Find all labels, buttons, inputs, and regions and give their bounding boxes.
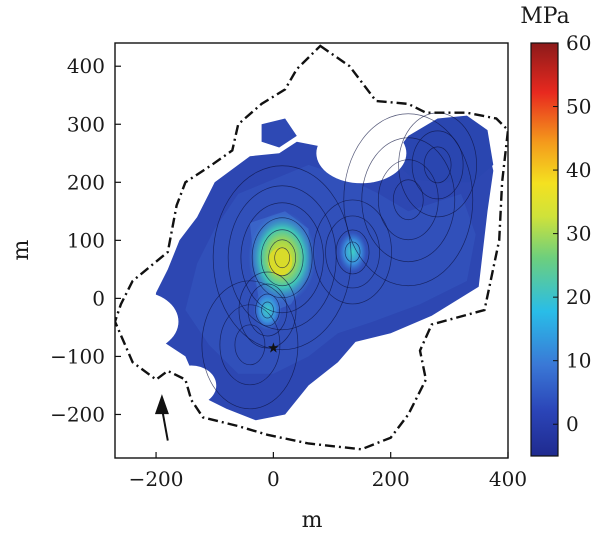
colorbar-tick-label: 10 <box>566 349 591 373</box>
y-axis-label: m <box>9 239 34 260</box>
stress-region <box>390 115 494 183</box>
colorbar-label: MPa <box>520 4 569 29</box>
x-tick-label: 0 <box>267 467 280 491</box>
colorbar-tick-label: 40 <box>566 158 591 182</box>
empty-region <box>115 291 179 352</box>
contour-line <box>261 301 274 319</box>
arrow-head <box>154 394 169 415</box>
y-tick-label: −100 <box>50 344 105 368</box>
stress-peak-core <box>268 247 293 276</box>
star-marker: ★ <box>267 342 280 357</box>
contour-line <box>377 159 439 241</box>
x-axis-label: m <box>302 508 323 533</box>
y-tick-label: 400 <box>67 54 105 78</box>
contour-line <box>255 293 280 327</box>
contour-line <box>234 324 266 366</box>
y-tick-label: 300 <box>67 112 105 136</box>
contour-line <box>344 241 361 263</box>
colorbar-tick-label: 50 <box>566 95 591 119</box>
contour-line <box>219 304 281 386</box>
plot-frame <box>114 42 509 459</box>
colorbar <box>530 42 559 457</box>
contour-line <box>335 229 370 275</box>
y-tick-label: 0 <box>92 286 105 310</box>
contour-line <box>361 137 456 263</box>
contour-line <box>212 165 352 351</box>
contour-line <box>260 229 304 287</box>
contour-line <box>325 215 380 289</box>
plot-area <box>115 44 508 451</box>
stress-secondary-peak <box>253 289 282 330</box>
y-tick-label: 200 <box>67 170 105 194</box>
empty-region <box>313 371 374 412</box>
colorbar-tick-label: 30 <box>566 222 591 246</box>
contour-line <box>268 239 297 277</box>
stress-field <box>115 115 494 421</box>
contour-line <box>343 113 474 287</box>
colorbar-ticks: 0 10 20 30 40 50 60 <box>553 31 591 436</box>
x-tick-label: 400 <box>489 467 527 491</box>
contour-line <box>313 199 392 305</box>
contour-line <box>423 146 452 184</box>
contour-line <box>238 271 297 349</box>
contour-line <box>274 247 291 269</box>
contour-line <box>411 130 464 200</box>
x-tick-label: 200 <box>372 467 410 491</box>
x-tick-label: −200 <box>129 467 184 491</box>
contour-line <box>392 179 424 221</box>
y-tick-label: −200 <box>50 402 105 426</box>
contour-line <box>247 283 288 337</box>
boundary-line <box>115 44 508 451</box>
y-axis-ticks: −200 −100 0 100 200 300 400 <box>50 54 121 426</box>
contour-line <box>240 202 324 314</box>
contour-line <box>201 280 299 410</box>
colorbar-tick-label: 20 <box>566 285 591 309</box>
empty-region <box>126 186 187 237</box>
annotations: ★ <box>154 342 280 441</box>
contour-lines <box>201 112 477 410</box>
y-tick-label: 100 <box>67 228 105 252</box>
colorbar-tick-label: 60 <box>566 31 591 55</box>
contour-line <box>227 185 337 331</box>
stress-region <box>261 118 297 148</box>
empty-region <box>166 365 217 406</box>
colorbar-tick-label: 0 <box>566 412 579 436</box>
x-axis-ticks: −200 0 200 400 <box>129 452 527 491</box>
empty-region <box>316 123 407 184</box>
stress-secondary-peak <box>338 231 367 272</box>
